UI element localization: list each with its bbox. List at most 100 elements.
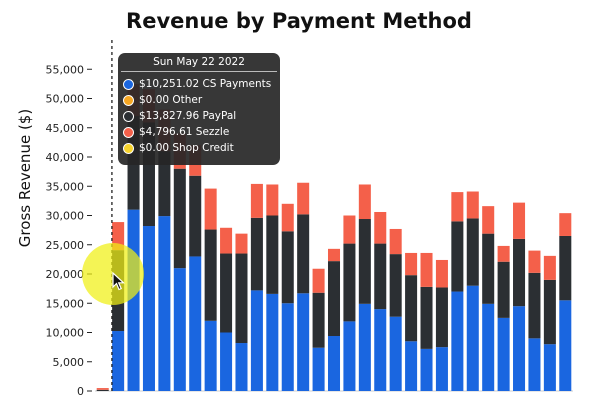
bar-segment-cs-payments[interactable] — [312, 347, 325, 391]
y-tick-label: 25,000 — [46, 239, 85, 252]
bar-segment-cs-payments[interactable] — [482, 303, 495, 391]
bar-segment-paypal[interactable] — [297, 214, 310, 294]
bar-segment-paypal[interactable] — [281, 231, 294, 304]
bar-segment-paypal[interactable] — [559, 235, 572, 301]
bar-segment-paypal[interactable] — [528, 272, 541, 339]
tooltip-row-other: $0.00 Other — [118, 92, 280, 108]
bar-segment-sezzle[interactable] — [420, 252, 433, 287]
bar-segment-sezzle[interactable] — [466, 191, 479, 219]
bar-segment-paypal[interactable] — [250, 217, 263, 291]
bar-segment-paypal[interactable] — [513, 238, 526, 307]
bar-segment-cs-payments[interactable] — [220, 332, 233, 392]
bar-segment-paypal[interactable] — [158, 151, 171, 217]
bar-segment-sezzle[interactable] — [204, 188, 217, 230]
bar-segment-paypal[interactable] — [266, 215, 279, 294]
bar-segment-paypal[interactable] — [204, 229, 217, 321]
y-tick-label: 45,000 — [46, 122, 85, 135]
bar-segment-cs-payments[interactable] — [513, 306, 526, 391]
bar-segment-sezzle[interactable] — [297, 182, 310, 215]
bar-segment-paypal[interactable] — [189, 175, 202, 257]
bar-segment-sezzle[interactable] — [250, 183, 263, 218]
tooltip-row-shop-credit: $0.00 Shop Credit — [118, 140, 280, 156]
bar-segment-cs-payments[interactable] — [497, 317, 510, 392]
bar-segment-sezzle[interactable] — [513, 202, 526, 239]
other-swatch-icon — [123, 94, 134, 106]
bar-segment-cs-payments[interactable] — [112, 331, 125, 391]
bar-segment-sezzle[interactable] — [96, 388, 109, 390]
y-tick-label: 50,000 — [46, 93, 85, 106]
tooltip-date: Sun May 22 2022 — [121, 53, 277, 72]
bar-segment-cs-payments[interactable] — [435, 347, 448, 392]
bar-segment-cs-payments[interactable] — [189, 256, 202, 391]
bar-segment-paypal[interactable] — [312, 292, 325, 348]
bar-segment-cs-payments[interactable] — [543, 344, 556, 391]
bar-segment-paypal[interactable] — [327, 261, 341, 337]
bar-segment-cs-payments[interactable] — [173, 268, 186, 391]
bar-segment-sezzle[interactable] — [281, 203, 294, 232]
bar-segment-paypal[interactable] — [173, 168, 186, 269]
bar-segment-cs-payments[interactable] — [204, 320, 217, 391]
bar-segment-paypal[interactable] — [235, 253, 248, 344]
bar-segment-sezzle[interactable] — [435, 259, 448, 288]
bar-segment-paypal[interactable] — [466, 218, 479, 286]
bar-segment-cs-payments[interactable] — [451, 291, 464, 391]
bar-segment-paypal[interactable] — [389, 254, 402, 317]
bar-segment-sezzle[interactable] — [559, 213, 572, 236]
bar-segment-sezzle[interactable] — [528, 250, 541, 273]
bar-segment-sezzle[interactable] — [374, 211, 387, 244]
y-tick-label: 20,000 — [46, 268, 85, 281]
bar-segment-sezzle[interactable] — [543, 255, 556, 280]
bar-segment-cs-payments[interactable] — [528, 338, 541, 391]
bar-segment-paypal[interactable] — [343, 243, 356, 322]
bar-segment-paypal[interactable] — [543, 279, 556, 345]
bar-segment-paypal[interactable] — [420, 286, 433, 349]
bar-segment-cs-payments[interactable] — [158, 216, 171, 391]
y-tick-label: 10,000 — [46, 327, 85, 340]
bar-segment-cs-payments[interactable] — [281, 303, 294, 391]
bar-segment-cs-payments[interactable] — [250, 290, 263, 391]
bar-segment-cs-payments[interactable] — [327, 336, 341, 391]
bar-segment-cs-payments[interactable] — [343, 321, 356, 391]
y-tick-label: 55,000 — [46, 63, 85, 76]
bar-segment-paypal[interactable] — [405, 275, 418, 342]
bar-segment-paypal[interactable] — [435, 287, 448, 348]
bar-segment-sezzle[interactable] — [389, 228, 402, 255]
bar-segment-paypal[interactable] — [451, 221, 464, 292]
bar-segment-cs-payments[interactable] — [389, 316, 402, 391]
bar-segment-paypal[interactable] — [482, 233, 495, 304]
y-tick-label: 40,000 — [46, 151, 85, 164]
bar-segment-sezzle[interactable] — [343, 215, 356, 244]
bar-segment-sezzle[interactable] — [497, 245, 510, 262]
bar-segment-paypal[interactable] — [358, 219, 371, 304]
bar-segment-cs-payments[interactable] — [235, 343, 248, 391]
bar-segment-sezzle[interactable] — [358, 184, 371, 220]
bar-segment-cs-payments[interactable] — [405, 341, 418, 391]
bar-segment-cs-payments[interactable] — [142, 226, 155, 391]
bar-segment-sezzle[interactable] — [266, 184, 279, 216]
bar-segment-cs-payments[interactable] — [559, 300, 572, 391]
bar-segment-paypal[interactable] — [374, 243, 387, 310]
tooltip-row-cs-payments: $10,251.02 CS Payments — [118, 76, 280, 92]
tooltip-row-text: $4,796.61 Sezzle — [139, 126, 230, 138]
bar-segment-cs-payments[interactable] — [358, 303, 371, 391]
bar-segment-sezzle[interactable] — [405, 252, 418, 276]
bar-segment-cs-payments[interactable] — [466, 285, 479, 391]
bar-segment-cs-payments[interactable] — [297, 293, 310, 391]
bar-segment-sezzle[interactable] — [482, 206, 495, 234]
bar-segment-sezzle[interactable] — [451, 192, 464, 222]
bar-segment-paypal[interactable] — [96, 389, 109, 391]
bar-segment-sezzle[interactable] — [235, 233, 248, 254]
bar-segment-cs-payments[interactable] — [266, 293, 279, 391]
bar-segment-sezzle[interactable] — [327, 248, 341, 262]
bar-segment-paypal[interactable] — [220, 253, 233, 333]
mouse-pointer-icon — [112, 272, 126, 291]
bar-segment-cs-payments[interactable] — [374, 309, 387, 391]
bar-segment-cs-payments[interactable] — [420, 348, 433, 391]
y-axis: 0 5,000 10,000 15,000 20,000 25,000 30,000 35,0… — [46, 63, 573, 398]
bar-segment-paypal[interactable] — [497, 261, 510, 318]
bar-segment-sezzle[interactable] — [312, 268, 325, 293]
bar-segment-sezzle[interactable] — [220, 227, 233, 254]
y-tick-label: 35,000 — [46, 180, 85, 193]
paypal-swatch-icon — [123, 110, 134, 122]
